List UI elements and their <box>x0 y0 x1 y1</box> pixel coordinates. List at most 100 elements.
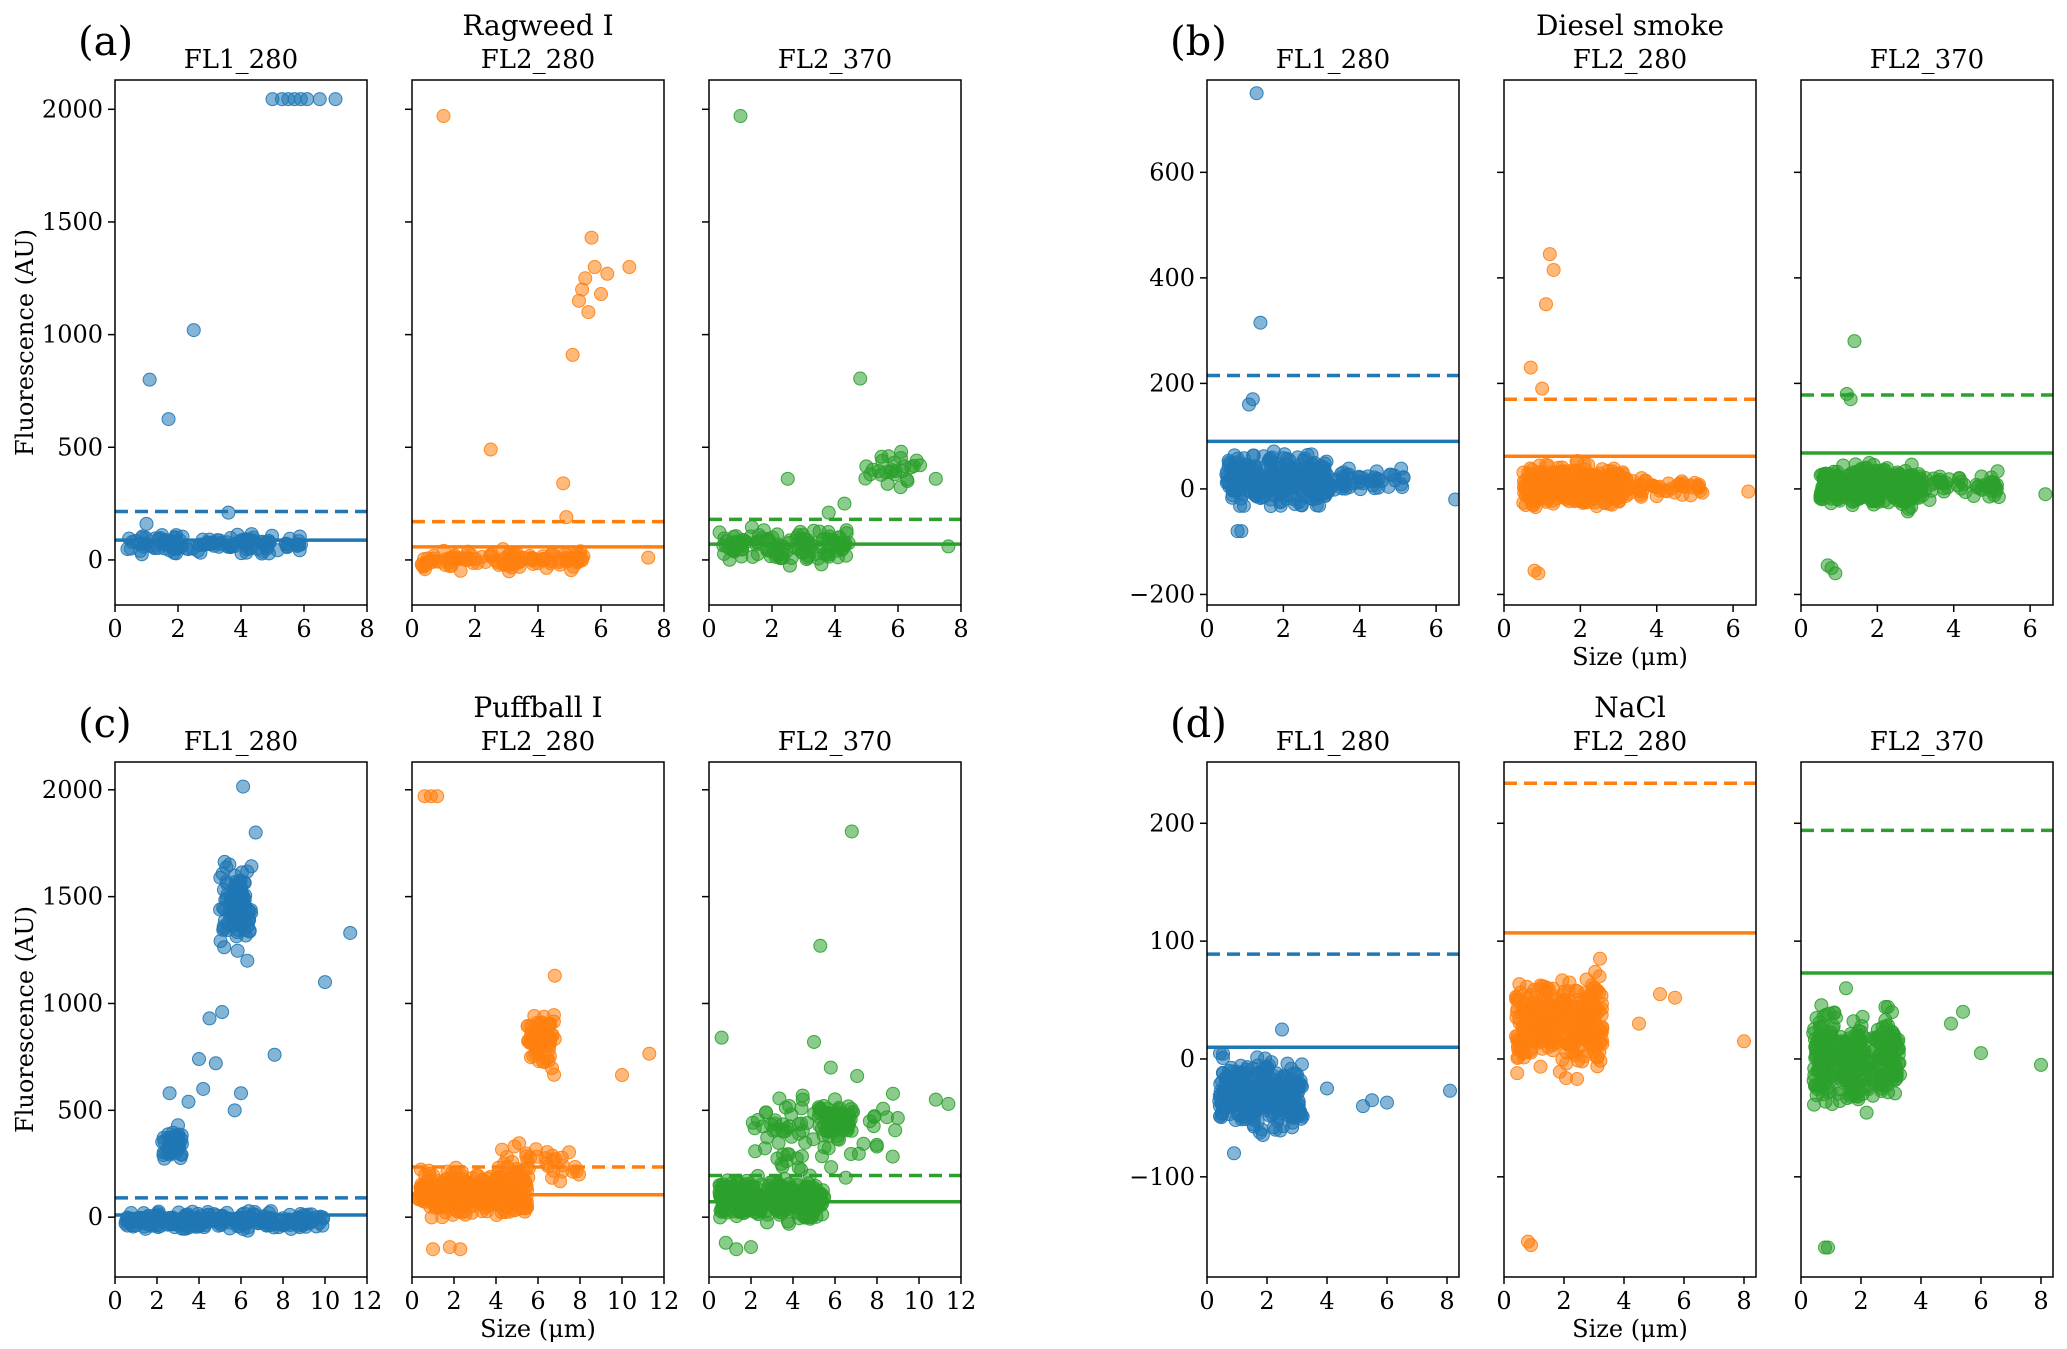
data-point <box>1581 990 1596 1005</box>
data-point <box>594 287 608 302</box>
subplot-title: FL2_370 <box>778 45 892 75</box>
figure-title: Diesel smoke <box>1536 9 1724 42</box>
y-tick-label: −200 <box>1129 580 1195 608</box>
x-tick-label: 12 <box>946 1287 977 1315</box>
data-point <box>519 1161 534 1176</box>
data-point <box>1289 1099 1304 1114</box>
data-point <box>1317 463 1332 478</box>
data-point <box>343 925 358 940</box>
data-point <box>807 1106 822 1121</box>
data-point <box>622 260 637 275</box>
data-point <box>258 1214 273 1229</box>
data-point <box>888 1123 903 1138</box>
x-tick-label: 12 <box>352 1287 383 1315</box>
data-point <box>566 559 581 574</box>
data-point <box>1821 1240 1835 1255</box>
data-point <box>1533 1059 1548 1074</box>
x-tick-label: 2 <box>1870 615 1885 643</box>
y-tick-label: 0 <box>1180 1045 1195 1073</box>
y-tick-label: 1000 <box>42 989 103 1017</box>
data-point <box>1878 1000 1893 1015</box>
data-point <box>422 1166 437 1181</box>
x-tick-label: 4 <box>1352 615 1367 643</box>
x-tick-label: 4 <box>1946 615 1961 643</box>
x-tick-label: 0 <box>1199 615 1214 643</box>
data-point <box>535 1027 550 1042</box>
data-point <box>1214 1110 1229 1125</box>
data-point <box>1807 1097 1822 1112</box>
y-tick-label: 100 <box>1149 927 1195 955</box>
data-point <box>1839 1034 1854 1049</box>
data-point <box>1818 1065 1833 1080</box>
x-tick-label: 4 <box>1319 1287 1334 1315</box>
data-point <box>1828 566 1843 581</box>
y-tick-label: 0 <box>1180 475 1195 503</box>
data-point <box>867 1109 882 1124</box>
data-point <box>267 1047 282 1062</box>
subplot-title: FL2_370 <box>778 727 892 757</box>
data-point <box>1542 475 1557 490</box>
data-point <box>890 1111 905 1126</box>
data-point <box>1653 987 1667 1002</box>
data-point <box>512 1136 527 1151</box>
data-point <box>1809 1039 1824 1054</box>
scatter-points <box>1806 981 2048 1255</box>
data-point <box>541 1042 556 1057</box>
x-tick-label: 8 <box>359 615 374 643</box>
y-tick-label: 2000 <box>42 95 103 123</box>
data-point <box>821 505 836 520</box>
data-point <box>1839 478 1854 493</box>
x-tick-label: 6 <box>1676 1287 1691 1315</box>
data-point <box>714 1030 729 1045</box>
subplot-FL2_280: FL2_280 0 2 4 6 8 10 12 Size (μm) <box>404 727 679 1343</box>
data-point <box>522 549 537 564</box>
data-point <box>139 516 154 531</box>
x-tick-label: 4 <box>827 615 842 643</box>
data-point <box>1606 461 1621 476</box>
y-tick-label: −100 <box>1129 1163 1195 1191</box>
data-point <box>499 1185 514 1200</box>
y-tick-label: 2000 <box>42 776 103 804</box>
data-point <box>1870 464 1885 479</box>
data-point <box>806 1132 821 1147</box>
x-tick-label: 6 <box>296 615 311 643</box>
data-point <box>1575 1054 1590 1069</box>
data-point <box>430 789 445 804</box>
figure-title: Ragweed I <box>462 9 613 42</box>
figure-group-a: (a) Ragweed I Fluorescence (AU) FL1_280 0 2 4 6… <box>11 9 969 643</box>
x-tick-label: 2 <box>149 1287 164 1315</box>
x-tick-label: 2 <box>1276 615 1291 643</box>
data-point <box>536 551 551 566</box>
data-point <box>213 870 228 885</box>
scatter-points <box>414 109 656 579</box>
data-point <box>215 1005 230 1020</box>
data-point <box>1649 489 1664 504</box>
x-tick-label: 8 <box>953 615 968 643</box>
x-tick-label: 4 <box>1649 615 1664 643</box>
data-point <box>1817 470 1832 485</box>
data-point <box>1294 1057 1309 1072</box>
x-tick-label: 10 <box>607 1287 638 1315</box>
data-point <box>133 543 148 558</box>
subplot-title: FL2_280 <box>481 45 595 75</box>
data-point <box>157 541 172 556</box>
scatter-points <box>712 109 956 573</box>
x-tick-label: 4 <box>191 1287 206 1315</box>
data-point <box>1568 463 1583 478</box>
data-point <box>300 92 315 107</box>
data-point <box>552 552 567 567</box>
data-point <box>1524 1238 1538 1253</box>
data-point <box>1833 1082 1848 1097</box>
data-point <box>1643 478 1658 493</box>
data-point <box>1523 360 1538 375</box>
axes-frame <box>1800 79 2054 606</box>
data-point <box>1570 1022 1585 1037</box>
scatter-points <box>1516 247 1756 581</box>
data-point <box>237 915 252 930</box>
data-point <box>1661 476 1676 491</box>
subplot-title: FL2_370 <box>1870 727 1984 757</box>
data-point <box>208 1056 223 1071</box>
x-tick-label: 4 <box>530 615 545 643</box>
